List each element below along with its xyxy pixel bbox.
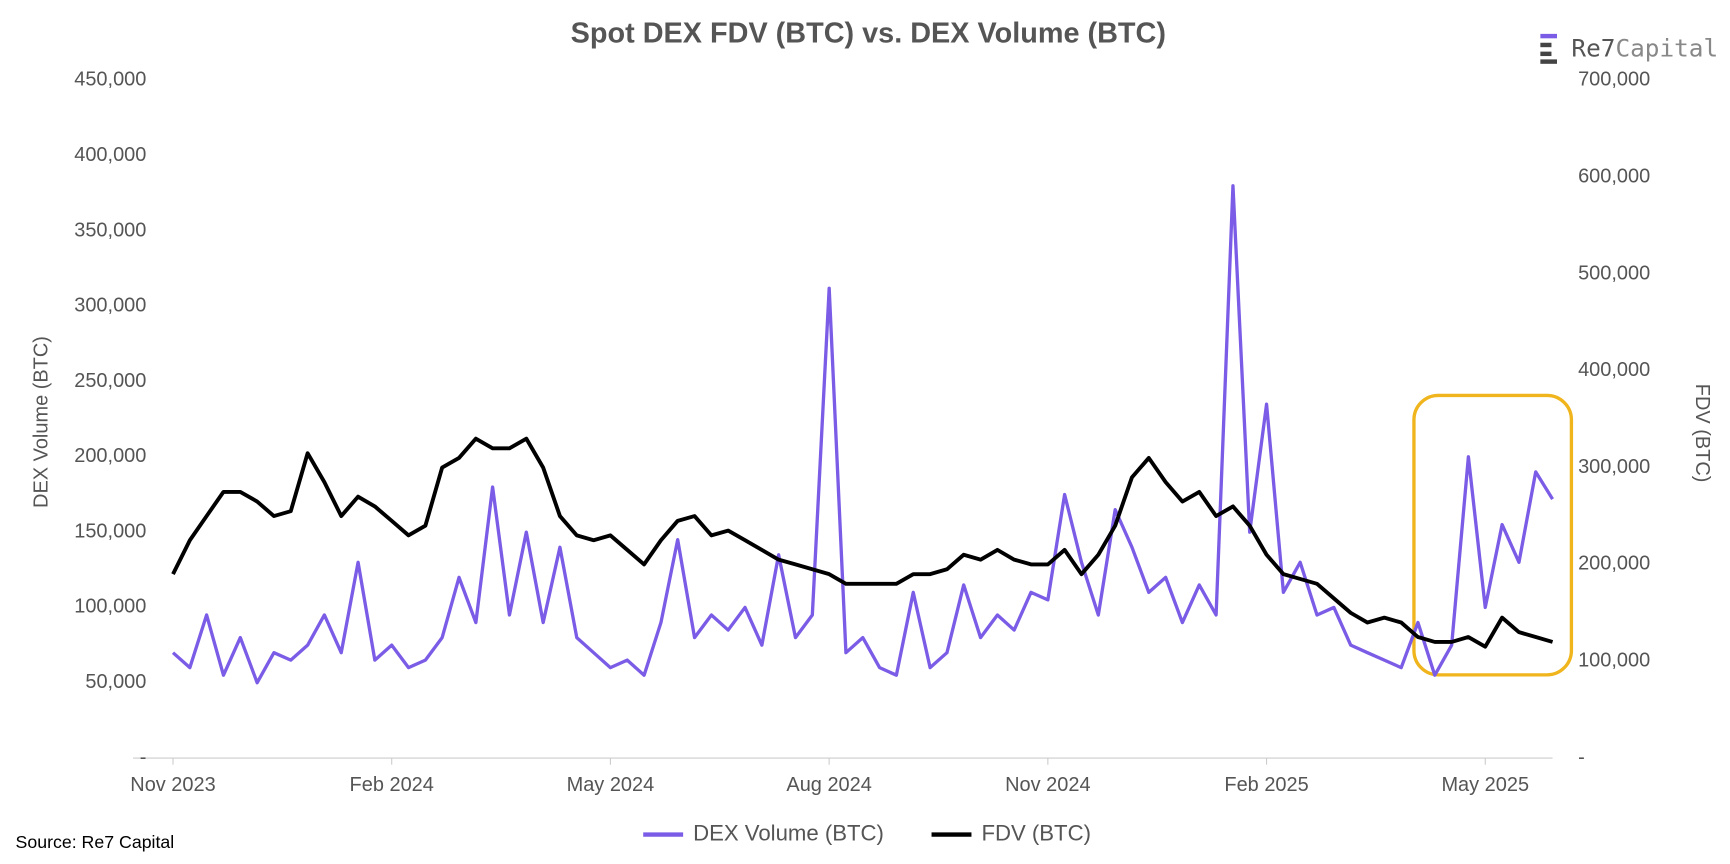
logo-icon: [1540, 59, 1557, 64]
highlight-box: [1412, 393, 1574, 677]
logo-icon: [1540, 51, 1552, 57]
y-tick-label: 300,000: [74, 295, 146, 317]
logo-part: Re7: [1571, 33, 1615, 62]
y-tick-label: 100,000: [74, 596, 146, 618]
logo-icon: [1540, 42, 1552, 48]
logo-part: Capital: [1615, 33, 1718, 62]
logo-icon: [1540, 33, 1557, 39]
y-tick-label: 50,000: [85, 671, 146, 693]
y2-axis-label: FDV (BTC): [1691, 384, 1713, 483]
x-tick-label: Feb 2024: [350, 774, 434, 796]
logo: Re7Capital: [1540, 33, 1718, 64]
series-line: [171, 436, 1554, 649]
y2-tick-label: -: [1578, 746, 1585, 768]
y2-tick-label: 600,000: [1578, 166, 1650, 188]
logo-text: Re7Capital: [1571, 33, 1718, 62]
y-tick-label: 350,000: [74, 219, 146, 241]
x-tick-label: Aug 2024: [786, 774, 871, 796]
y2-tick-label: 200,000: [1578, 553, 1650, 575]
y2-tick-label: 100,000: [1578, 650, 1650, 672]
x-tick-label: Nov 2023: [130, 774, 215, 796]
y-axis-label: DEX Volume (BTC): [30, 336, 52, 508]
y-tick-label: -: [140, 746, 147, 768]
legend-label: DEX Volume (BTC): [693, 820, 884, 845]
y-tick-label: 150,000: [74, 520, 146, 542]
x-tick-label: May 2024: [567, 774, 655, 796]
series-line: [171, 184, 1554, 685]
y2-tick-label: 700,000: [1578, 69, 1650, 91]
y2-tick-label: 500,000: [1578, 262, 1650, 284]
y2-tick-label: 300,000: [1578, 456, 1650, 478]
y-tick-label: 450,000: [74, 69, 146, 91]
y-tick-label: 250,000: [74, 370, 146, 392]
chart-title: Spot DEX FDV (BTC) vs. DEX Volume (BTC): [571, 18, 1166, 50]
x-tick-label: Feb 2025: [1224, 774, 1308, 796]
legend-label: FDV (BTC): [981, 820, 1091, 845]
source: Source: Re7 Capital: [16, 832, 175, 852]
y-tick-label: 400,000: [74, 144, 146, 166]
y-tick-label: 200,000: [74, 445, 146, 467]
x-tick-label: May 2025: [1441, 774, 1529, 796]
x-tick-label: Nov 2024: [1005, 774, 1090, 796]
y2-tick-label: 400,000: [1578, 359, 1650, 381]
